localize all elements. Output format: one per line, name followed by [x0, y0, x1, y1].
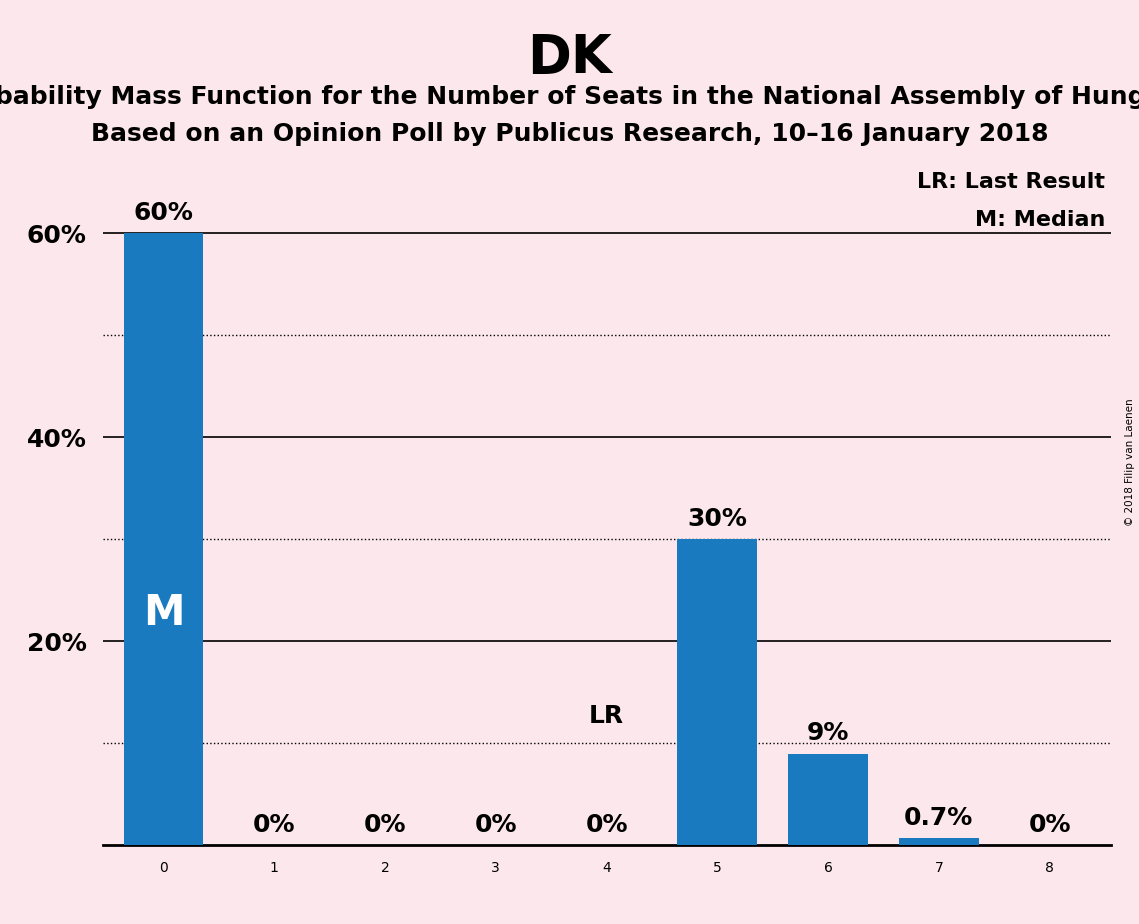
Bar [678, 540, 757, 845]
Text: M: M [142, 591, 185, 634]
Text: 0%: 0% [585, 813, 628, 837]
Text: 60%: 60% [133, 201, 194, 225]
Bar [123, 233, 203, 845]
Text: DK: DK [527, 32, 612, 84]
Text: 0%: 0% [1029, 813, 1071, 837]
Text: 0.7%: 0.7% [904, 806, 974, 830]
Text: LR: Last Result: LR: Last Result [918, 172, 1106, 192]
Bar [788, 754, 868, 845]
Text: Based on an Opinion Poll by Publicus Research, 10–16 January 2018: Based on an Opinion Poll by Publicus Res… [91, 122, 1048, 146]
Text: M: Median: M: Median [975, 210, 1106, 229]
Text: 30%: 30% [687, 507, 747, 531]
Text: 0%: 0% [475, 813, 517, 837]
Text: Probability Mass Function for the Number of Seats in the National Assembly of Hu: Probability Mass Function for the Number… [0, 85, 1139, 109]
Bar [899, 838, 978, 845]
Text: LR: LR [589, 704, 624, 728]
Text: © 2018 Filip van Laenen: © 2018 Filip van Laenen [1125, 398, 1134, 526]
Text: 0%: 0% [253, 813, 295, 837]
Text: 9%: 9% [806, 722, 850, 746]
Text: 0%: 0% [363, 813, 407, 837]
